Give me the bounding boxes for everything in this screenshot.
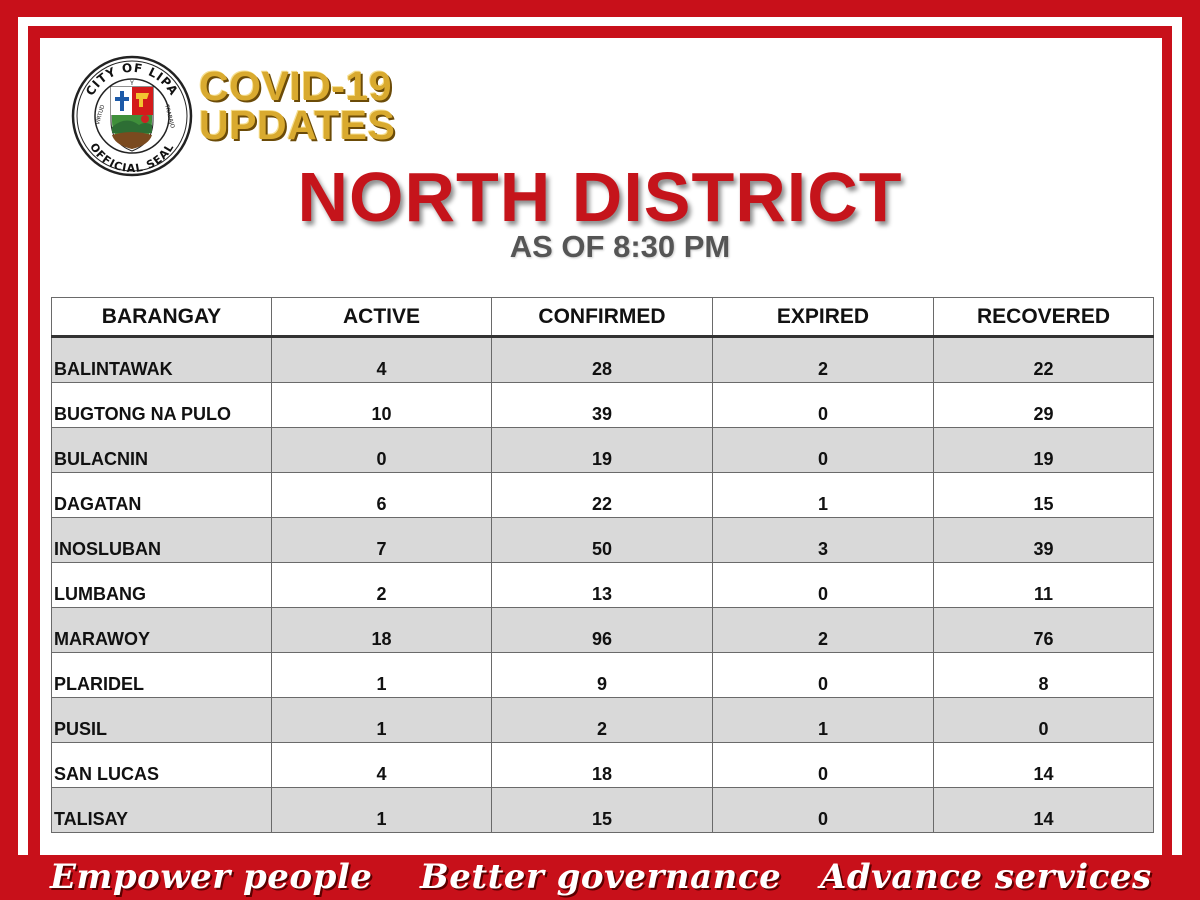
table-header-row: BARANGAY ACTIVE CONFIRMED EXPIRED RECOVE… [51,297,1154,338]
covid-updates-title: COVID-19 UPDATES [199,63,439,148]
active-cell: 1 [271,787,492,833]
table-row: BULACNIN 0 19 0 19 [51,427,1154,473]
recovered-cell: 14 [933,742,1154,788]
table-row: INOSLUBAN 7 50 3 39 [51,517,1154,563]
active-cell: 1 [271,652,492,698]
column-header-barangay: BARANGAY [51,297,272,338]
slogan-empower-people: Empower people [50,857,373,897]
confirmed-cell: 96 [491,607,713,653]
expired-cell: 0 [712,382,934,428]
active-cell: 1 [271,697,492,743]
column-header-active: ACTIVE [271,297,492,338]
barangay-cell: PUSIL [51,697,272,743]
column-header-confirmed: CONFIRMED [491,297,713,338]
title-line-2: UPDATES [199,102,396,148]
confirmed-cell: 50 [491,517,713,563]
barangay-cell: INOSLUBAN [51,517,272,563]
barangay-cell: BULACNIN [51,427,272,473]
barangay-cases-table: BARANGAY ACTIVE CONFIRMED EXPIRED RECOVE… [51,297,1154,833]
table-row: SAN LUCAS 4 18 0 14 [51,742,1154,788]
confirmed-cell: 2 [491,697,713,743]
column-header-recovered: RECOVERED [933,297,1154,338]
expired-cell: 2 [712,336,934,383]
expired-cell: 0 [712,652,934,698]
barangay-cell: LUMBANG [51,562,272,608]
active-cell: 10 [271,382,492,428]
table-row: PUSIL 1 2 1 0 [51,697,1154,743]
recovered-cell: 29 [933,382,1154,428]
expired-cell: 3 [712,517,934,563]
table-row: BUGTONG NA PULO 10 39 0 29 [51,382,1154,428]
confirmed-cell: 19 [491,427,713,473]
active-cell: 2 [271,562,492,608]
barangay-cell: TALISAY [51,787,272,833]
recovered-cell: 19 [933,427,1154,473]
table-row: DAGATAN 6 22 1 15 [51,472,1154,518]
barangay-cell: PLARIDEL [51,652,272,698]
confirmed-cell: 28 [491,336,713,383]
expired-cell: 0 [712,742,934,788]
recovered-cell: 39 [933,517,1154,563]
recovered-cell: 14 [933,787,1154,833]
active-cell: 4 [271,742,492,788]
district-heading: NORTH DISTRICT [297,158,903,236]
seal-left-text: VIRTUD [95,104,106,125]
table-row: TALISAY 1 15 0 14 [51,787,1154,833]
active-cell: 0 [271,427,492,473]
confirmed-cell: 39 [491,382,713,428]
table-row: BALINTAWAK 4 28 2 22 [51,336,1154,383]
confirmed-cell: 22 [491,472,713,518]
table-row: PLARIDEL 1 9 0 8 [51,652,1154,698]
active-cell: 4 [271,336,492,383]
barangay-cell: DAGATAN [51,472,272,518]
expired-cell: 0 [712,787,934,833]
expired-cell: 2 [712,607,934,653]
recovered-cell: 11 [933,562,1154,608]
city-seal-logo: CITY OF LIPA OFFICIAL SEAL VIRTUD Y TRAB… [71,55,193,177]
column-header-expired: EXPIRED [712,297,934,338]
confirmed-cell: 13 [491,562,713,608]
slogan-banner: Empower people Better governance Advance… [0,855,1200,900]
expired-cell: 1 [712,472,934,518]
title-line-1: COVID-19 [199,63,393,109]
active-cell: 6 [271,472,492,518]
recovered-cell: 8 [933,652,1154,698]
barangay-cell: SAN LUCAS [51,742,272,788]
recovered-cell: 15 [933,472,1154,518]
barangay-cell: MARAWOY [51,607,272,653]
table-row: MARAWOY 18 96 2 76 [51,607,1154,653]
active-cell: 18 [271,607,492,653]
seal-center-text: Y [129,80,134,87]
confirmed-cell: 15 [491,787,713,833]
expired-cell: 0 [712,562,934,608]
slogan-better-governance: Better governance [420,857,782,897]
expired-cell: 0 [712,427,934,473]
confirmed-cell: 18 [491,742,713,788]
recovered-cell: 76 [933,607,1154,653]
slogan-advance-services: Advance services [820,857,1152,897]
active-cell: 7 [271,517,492,563]
as-of-time: AS OF 8:30 PM [509,229,731,264]
expired-cell: 1 [712,697,934,743]
barangay-cell: BUGTONG NA PULO [51,382,272,428]
confirmed-cell: 9 [491,652,713,698]
table-row: LUMBANG 2 13 0 11 [51,562,1154,608]
recovered-cell: 22 [933,336,1154,383]
recovered-cell: 0 [933,697,1154,743]
barangay-cell: BALINTAWAK [51,336,272,383]
